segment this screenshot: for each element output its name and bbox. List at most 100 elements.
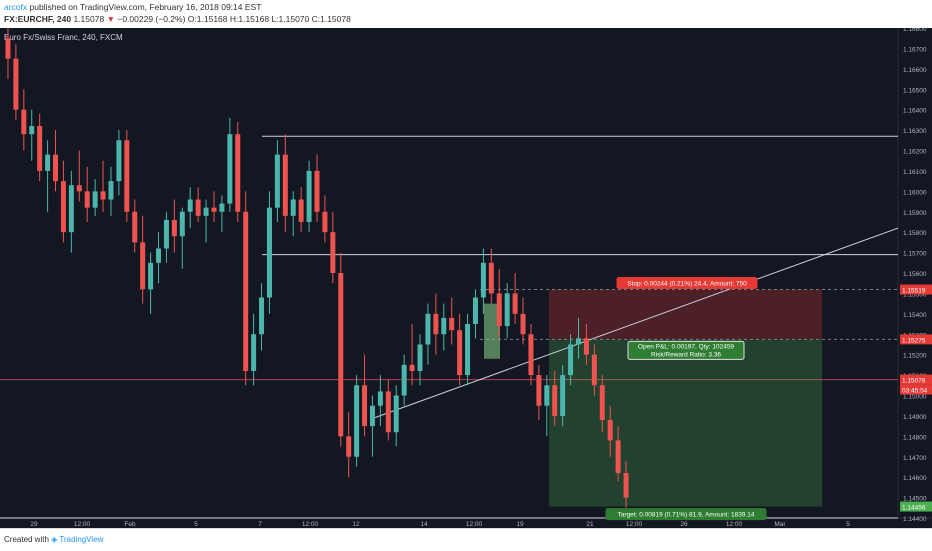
x-tick-label: 5 [846, 521, 850, 528]
y-tick-label: 1.15900 [903, 210, 927, 217]
candle-body [274, 154, 280, 208]
price-label: 1.15519 [902, 288, 926, 295]
candle-body [449, 317, 455, 331]
y-tick-label: 1.16000 [903, 189, 927, 196]
stop-zone [549, 289, 822, 340]
candle-body [377, 391, 383, 406]
price-label: 1.15078 [902, 378, 926, 385]
price-label-box [900, 374, 932, 385]
symbol-info: FX:EURCHF, 240 1.15078 ▼ −0.00229 (−0.2%… [4, 14, 351, 24]
chart-area[interactable]: Euro Fx/Swiss Franc, 240, FXCM 1.16800 1.… [0, 28, 932, 528]
tradingview-logo-icon: ◈ [51, 535, 58, 544]
y-tick-label: 1.16600 [903, 67, 927, 74]
open-pl-box [627, 340, 745, 360]
candle-body [163, 219, 169, 249]
candle-body [623, 473, 629, 498]
price-label: 1.15275 [902, 337, 926, 344]
candle-body [92, 191, 98, 208]
candle-body [100, 191, 106, 200]
down-triangle-icon: ▼ [106, 14, 115, 24]
x-tick-label: 12:00 [626, 521, 643, 528]
candle-body [583, 338, 589, 355]
y-tick-label: 1.14800 [903, 434, 927, 441]
highlight-box [484, 303, 500, 359]
y-tick-label: 1.15500 [903, 291, 927, 298]
price-label-box [900, 384, 932, 395]
stop-label-box [616, 277, 758, 290]
candle-body [68, 185, 74, 233]
ohlc-values: O:1.15168 H:1.15168 L:1.15070 C:1.15078 [187, 14, 351, 24]
candle-body [425, 313, 431, 345]
candle-body [346, 436, 352, 457]
candle-body [179, 211, 185, 237]
candle-body [45, 154, 51, 171]
target-zone [549, 339, 822, 507]
publish-text: published on TradingView.com, February 1… [29, 2, 262, 12]
candle-body [528, 334, 534, 376]
candle-body [607, 420, 613, 441]
candle-body [251, 334, 257, 371]
candle-body [599, 385, 605, 420]
candle-body [132, 211, 138, 243]
candle-body [124, 140, 130, 212]
candle-body [116, 140, 122, 182]
candle-body [219, 203, 225, 212]
y-tick-label: 1.14600 [903, 475, 927, 482]
stop-label: Stop: 0.00244 (0.21%) 24.4, Amount: 750 [627, 281, 747, 288]
y-tick-label: 1.14500 [903, 496, 927, 503]
candle-body [417, 344, 423, 371]
y-tick-label: 1.14900 [903, 414, 927, 421]
candlestick-chart[interactable]: Euro Fx/Swiss Franc, 240, FXCM 1.16800 1.… [0, 28, 932, 528]
y-tick-label: 1.16700 [903, 46, 927, 53]
author-link[interactable]: arcofx [4, 2, 28, 12]
candle-body [591, 354, 597, 386]
y-tick-label: 1.15200 [903, 353, 927, 360]
candle-body [369, 405, 375, 427]
candle-body [235, 134, 241, 212]
candle-body [512, 293, 518, 314]
candle-body [338, 273, 344, 437]
x-tick-label: 14 [420, 521, 428, 528]
candle-body [615, 440, 621, 474]
y-tick-label: 1.16800 [903, 28, 927, 33]
candle-body [544, 385, 550, 406]
last-price: 1.15078 [73, 14, 105, 24]
candle-body [60, 181, 66, 233]
x-tick-label: 26 [680, 521, 688, 528]
candle-body [21, 109, 27, 135]
price-label: 1.14456 [902, 505, 926, 512]
risk-reward-label: Risk/Reward Ratio: 3.36 [651, 351, 721, 358]
candle-body [409, 364, 415, 371]
candle-body [330, 232, 336, 273]
candle-body [148, 262, 154, 290]
x-tick-label: 12:00 [466, 521, 483, 528]
y-tick-label: 1.15700 [903, 251, 927, 258]
candle-body [171, 219, 177, 237]
x-tick-label: 12:00 [726, 521, 743, 528]
trend-line [373, 227, 899, 419]
y-tick-label: 1.16300 [903, 128, 927, 135]
candle-body [227, 134, 233, 204]
y-tick-label: 1.15800 [903, 230, 927, 237]
x-tick-label: 12:00 [74, 521, 91, 528]
x-tick-label: 12:00 [302, 521, 319, 528]
y-tick-label: 1.16200 [903, 149, 927, 156]
candle-body [306, 170, 312, 222]
y-tick-label: 1.15400 [903, 312, 927, 319]
y-tick-label: 1.16100 [903, 169, 927, 176]
candle-body [496, 293, 502, 327]
tradingview-brand[interactable]: TradingView [59, 535, 104, 544]
candle-body [290, 199, 296, 216]
symbol-label: FX:EURCHF, 240 [4, 14, 72, 24]
candle-body [433, 313, 439, 335]
x-tick-label: 29 [30, 521, 38, 528]
x-tick-label: Mar [774, 521, 786, 528]
x-tick-label: 12 [352, 521, 360, 528]
candle-body [354, 385, 360, 457]
candle-body [140, 242, 146, 290]
candle-body [472, 297, 478, 325]
candle-body [29, 126, 35, 135]
target-label: Target: 0.00819 (0.71%) 81.9, Amount: 18… [618, 512, 755, 519]
price-change: −0.00229 (−0.2%) [117, 14, 186, 24]
chart-title: Euro Fx/Swiss Franc, 240, FXCM [4, 33, 123, 42]
